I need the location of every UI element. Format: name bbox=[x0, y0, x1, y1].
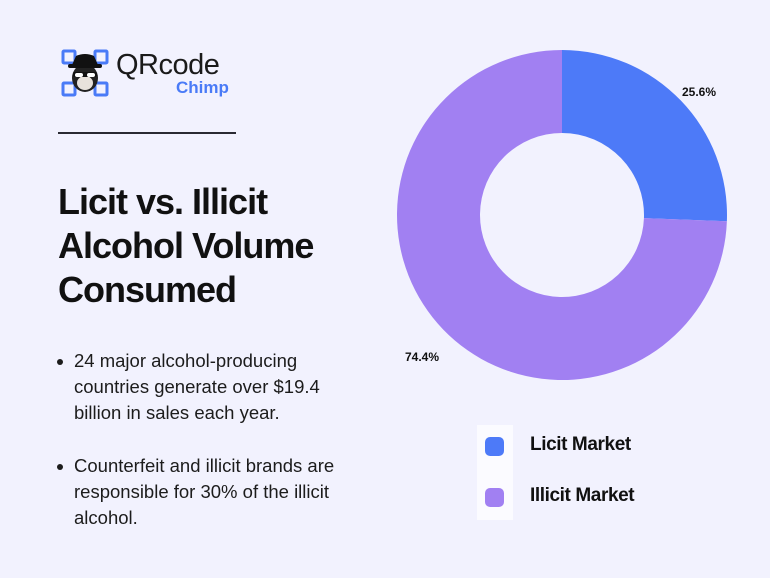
page-title: Licit vs. Illicit Alcohol Volume Consume… bbox=[58, 180, 378, 312]
brand-name: QRcode bbox=[116, 49, 220, 81]
bullet-dot-icon bbox=[57, 464, 63, 470]
bullet-item: Counterfeit and illicit brands are respo… bbox=[52, 453, 372, 531]
legend-label-illicit: Illicit Market bbox=[530, 485, 635, 506]
legend-label-licit: Licit Market bbox=[530, 434, 631, 455]
slice-label-licit: 25.6% bbox=[682, 85, 717, 99]
title-line: Licit vs. Illicit bbox=[58, 181, 268, 222]
donut-chart bbox=[396, 50, 727, 380]
legend-swatch-licit bbox=[485, 437, 504, 456]
divider bbox=[58, 132, 236, 134]
donut-slice-illicit bbox=[396, 50, 727, 380]
brand-sub: Chimp bbox=[176, 78, 229, 97]
monkey-qr-icon bbox=[61, 49, 109, 97]
brand-logo: QRcode Chimp bbox=[60, 48, 230, 100]
bullet-list: 24 major alcohol-producing countries gen… bbox=[52, 348, 372, 558]
slice-label-illicit: 74.4% bbox=[405, 350, 440, 364]
bullet-item: 24 major alcohol-producing countries gen… bbox=[52, 348, 372, 426]
title-line: Consumed bbox=[58, 269, 237, 310]
legend-swatch-illicit bbox=[485, 488, 504, 507]
donut-slice-licit bbox=[562, 50, 727, 222]
bullet-dot-icon bbox=[57, 359, 63, 365]
title-line: Alcohol Volume bbox=[58, 225, 314, 266]
